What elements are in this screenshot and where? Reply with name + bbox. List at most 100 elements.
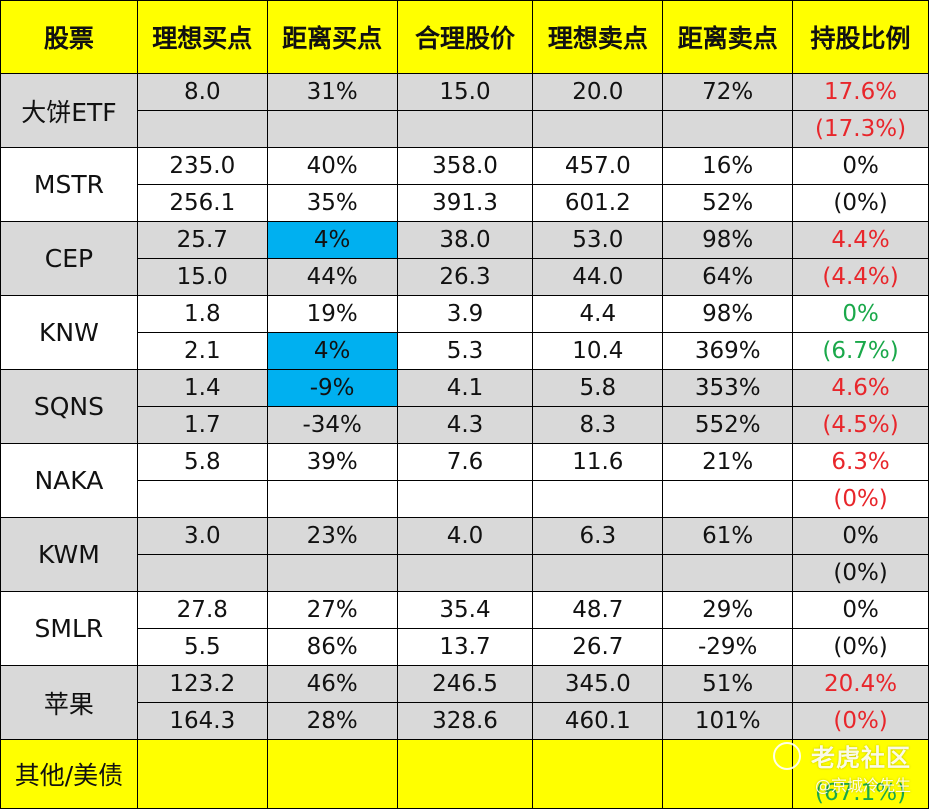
holding-ratio-cell: 0% (792, 517, 929, 555)
ideal-sell-cell (532, 480, 664, 518)
distance-buy-cell: 86% (266, 628, 398, 666)
fair-price-cell: 328.6 (396, 702, 534, 740)
fair-price-cell: 358.0 (396, 147, 534, 185)
holding-ratio-cell: (4.5%) (792, 406, 929, 444)
footer-row: 其他/美债 (67.1%) (0, 739, 929, 809)
distance-buy-cell: 46% (266, 665, 398, 703)
ideal-buy-cell: 25.7 (136, 221, 268, 259)
fair-price-cell: 246.5 (396, 665, 534, 703)
holding-ratio-cell: 17.6% (792, 73, 929, 111)
fair-price-cell (396, 110, 534, 148)
footer-cell (396, 739, 534, 809)
ideal-sell-cell: 44.0 (532, 258, 664, 296)
distance-sell-cell: 101% (662, 702, 794, 740)
ideal-buy-cell: 164.3 (136, 702, 268, 740)
footer-name: 其他/美债 (0, 739, 138, 809)
distance-sell-cell: 16% (662, 147, 794, 185)
ideal-buy-cell: 8.0 (136, 73, 268, 111)
holding-ratio-cell: 6.3% (792, 443, 929, 481)
watermark-brand: 老虎社区 (811, 744, 911, 772)
header-fair-price: 合理股价 (396, 0, 534, 74)
fair-price-cell: 391.3 (396, 184, 534, 222)
stock-name: SQNS (0, 369, 138, 444)
fair-price-cell: 3.9 (396, 295, 534, 333)
ideal-sell-cell: 4.4 (532, 295, 664, 333)
table-row: 2.1 4% 5.3 10.4 369% (6.7%) (1, 332, 929, 370)
ideal-buy-cell: 256.1 (136, 184, 268, 222)
ideal-sell-cell: 48.7 (532, 591, 664, 629)
holding-ratio-cell: (0%) (792, 184, 929, 222)
distance-sell-cell: 29% (662, 591, 794, 629)
watermark: 老虎社区 @京城冷先生 (761, 738, 911, 798)
fair-price-cell: 5.3 (396, 332, 534, 370)
distance-buy-cell: 19% (266, 295, 398, 333)
holding-ratio-cell: 4.6% (792, 369, 929, 407)
distance-buy-cell: -34% (266, 406, 398, 444)
ideal-buy-cell: 1.8 (136, 295, 268, 333)
table-row: NAKA 5.8 39% 7.6 11.6 21% 6.3% (0, 443, 929, 518)
fair-price-cell: 4.3 (396, 406, 534, 444)
ideal-sell-cell: 20.0 (532, 73, 664, 111)
header-holding-ratio: 持股比例 (792, 0, 929, 74)
distance-sell-cell (662, 110, 794, 148)
ideal-sell-cell: 345.0 (532, 665, 664, 703)
header-ideal-buy: 理想买点 (136, 0, 268, 74)
distance-sell-cell: 21% (662, 443, 794, 481)
holding-ratio-cell: (17.3%) (792, 110, 929, 148)
ideal-buy-cell: 2.1 (136, 332, 268, 370)
ideal-buy-cell: 15.0 (136, 258, 268, 296)
holding-ratio-cell: 4.4% (792, 221, 929, 259)
footer-cell (532, 739, 664, 809)
distance-buy-cell: 44% (266, 258, 398, 296)
distance-sell-cell: 353% (662, 369, 794, 407)
stock-name: KNW (0, 295, 138, 370)
distance-buy-cell: 4% (266, 332, 398, 370)
footer-cell (662, 739, 794, 809)
holding-ratio-cell: 0% (792, 591, 929, 629)
table-row: MSTR 235.0 40% 358.0 457.0 16% 0% (0, 147, 929, 222)
table-row: KNW 1.8 19% 3.9 4.4 98% 0% (0, 295, 929, 370)
distance-sell-cell: 61% (662, 517, 794, 555)
table-row: (0%) (1, 480, 929, 518)
fair-price-cell: 13.7 (396, 628, 534, 666)
distance-buy-cell: 39% (266, 443, 398, 481)
holding-ratio-cell: 0% (792, 295, 929, 333)
ideal-sell-cell: 10.4 (532, 332, 664, 370)
ideal-sell-cell: 26.7 (532, 628, 664, 666)
header-ideal-sell: 理想卖点 (532, 0, 664, 74)
fair-price-cell: 26.3 (396, 258, 534, 296)
ideal-buy-cell: 5.5 (136, 628, 268, 666)
table-row: 5.5 86% 13.7 26.7 -29% (0%) (1, 628, 929, 666)
ideal-buy-cell: 123.2 (136, 665, 268, 703)
footer-cell (266, 739, 398, 809)
ideal-buy-cell (136, 110, 268, 148)
distance-buy-cell: 28% (266, 702, 398, 740)
stock-name: KWM (0, 517, 138, 592)
table-row: SMLR 27.8 27% 35.4 48.7 29% 0% (0, 591, 929, 666)
distance-sell-cell: 51% (662, 665, 794, 703)
table-row: 256.1 35% 391.3 601.2 52% (0%) (1, 184, 929, 222)
ideal-sell-cell: 11.6 (532, 443, 664, 481)
ideal-buy-cell (136, 554, 268, 592)
ideal-buy-cell (136, 480, 268, 518)
stock-name: 苹果 (0, 665, 138, 740)
watermark-author: @京城冷先生 (814, 776, 911, 795)
fair-price-cell: 4.0 (396, 517, 534, 555)
header-row: 股票 理想买点 距离买点 合理股价 理想卖点 距离卖点 持股比例 (0, 0, 929, 74)
fair-price-cell: 35.4 (396, 591, 534, 629)
distance-buy-cell (266, 110, 398, 148)
stock-name: SMLR (0, 591, 138, 666)
footer-ratio-value: (67.1%) (815, 780, 907, 806)
footer-ratio: (67.1%) (792, 739, 929, 809)
distance-buy-cell: 35% (266, 184, 398, 222)
table-row: KWM 3.0 23% 4.0 6.3 61% 0% (0, 517, 929, 592)
holding-ratio-cell: (0%) (792, 480, 929, 518)
distance-sell-cell: 552% (662, 406, 794, 444)
ideal-buy-cell: 1.7 (136, 406, 268, 444)
distance-sell-cell: 98% (662, 221, 794, 259)
holding-ratio-cell: 20.4% (792, 665, 929, 703)
distance-sell-cell: 369% (662, 332, 794, 370)
distance-buy-cell: 23% (266, 517, 398, 555)
table-row: 15.0 44% 26.3 44.0 64% (4.4%) (1, 258, 929, 296)
